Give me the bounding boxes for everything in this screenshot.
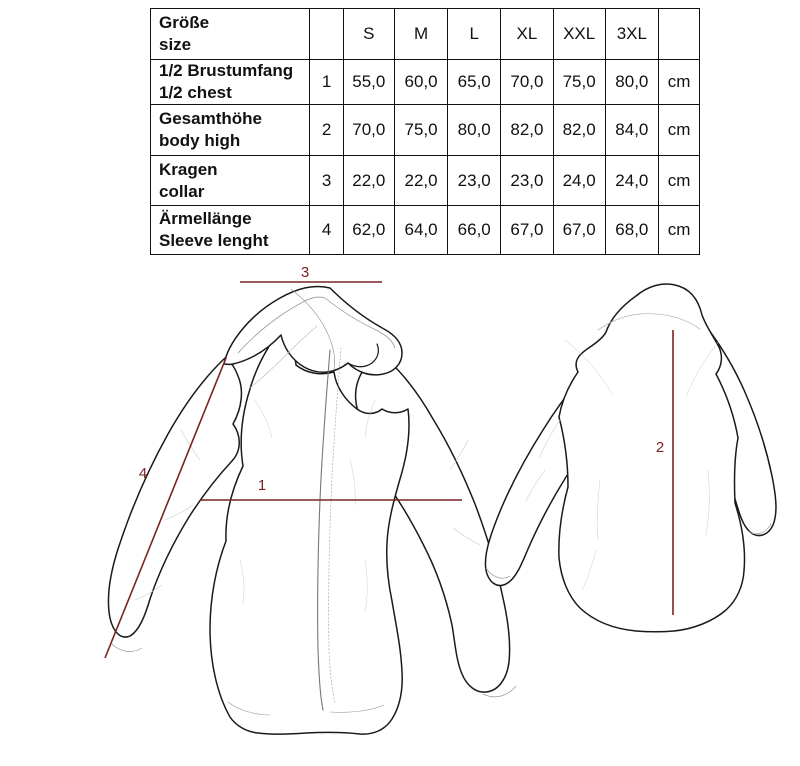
svg-text:1: 1 xyxy=(258,477,266,494)
svg-text:4: 4 xyxy=(139,465,147,482)
svg-text:3: 3 xyxy=(301,264,309,281)
svg-text:2: 2 xyxy=(656,439,664,456)
